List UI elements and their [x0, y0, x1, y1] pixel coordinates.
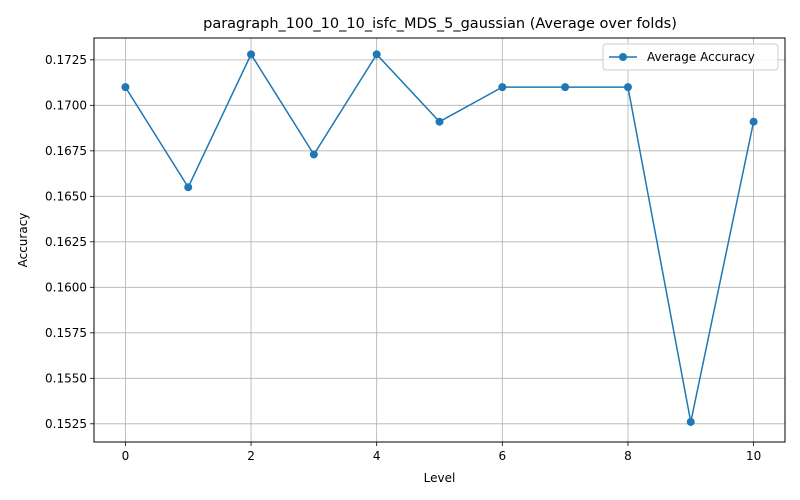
legend-box — [602, 43, 779, 71]
grid — [94, 38, 785, 442]
y-tick-label: 0.1625 — [45, 235, 87, 249]
chart-title: paragraph_100_10_10_isfc_MDS_5_gaussian … — [203, 16, 677, 32]
x-tick-label: 2 — [247, 449, 255, 463]
series-layer — [121, 50, 758, 426]
x-tick-label: 0 — [122, 449, 130, 463]
legend-marker-swatch — [619, 53, 627, 61]
data-point — [121, 83, 130, 92]
x-tick-label: 4 — [373, 449, 381, 463]
plot-frame — [93, 37, 786, 443]
x-tick-label: 8 — [624, 449, 632, 463]
legend-label: Average Accuracy — [647, 50, 755, 64]
y-tick-label: 0.1725 — [45, 53, 87, 67]
data-point — [749, 117, 758, 126]
x-tick-label: 10 — [746, 449, 761, 463]
legend: Average Accuracy — [602, 43, 779, 71]
data-point — [435, 117, 444, 126]
y-tick-label: 0.1575 — [45, 326, 87, 340]
y-axis-title: Accuracy — [16, 213, 30, 268]
y-tick-label: 0.1675 — [45, 144, 87, 158]
data-point — [686, 417, 695, 426]
data-point — [498, 83, 507, 92]
y-tick-label: 0.1525 — [45, 417, 87, 431]
y-axis: 0.1525 0.1550 0.1575 0.1600 0.1625 0.1650 0.16… — [45, 53, 94, 431]
data-point — [561, 83, 570, 92]
x-axis-title: Level — [424, 471, 456, 485]
x-tick-label: 6 — [498, 449, 506, 463]
y-tick-label: 0.1650 — [45, 189, 87, 203]
y-tick-label: 0.1600 — [45, 280, 87, 294]
data-point — [372, 50, 381, 59]
y-tick-label: 0.1550 — [45, 371, 87, 385]
data-point — [184, 183, 193, 192]
y-tick-label: 0.1700 — [45, 98, 87, 112]
data-point — [623, 83, 632, 92]
data-point — [247, 50, 256, 59]
data-point — [309, 150, 318, 159]
x-axis: 0 2 4 6 8 10 — [122, 442, 761, 463]
